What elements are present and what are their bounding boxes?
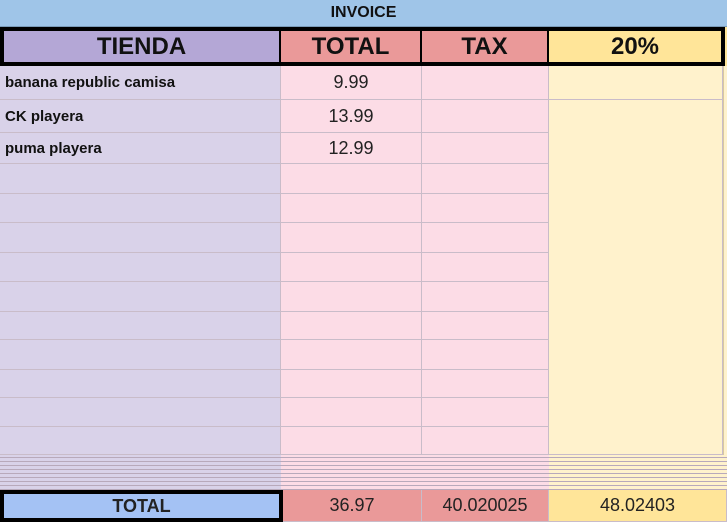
empty-cell[interactable] bbox=[281, 282, 422, 312]
cell-20pct[interactable] bbox=[549, 66, 723, 100]
total-sum[interactable]: 36.97 bbox=[283, 490, 422, 522]
empty-cell[interactable] bbox=[0, 194, 281, 223]
pct-sum[interactable]: 48.02403 bbox=[549, 490, 727, 522]
row-divider bbox=[0, 465, 727, 466]
extra-col bbox=[723, 66, 727, 490]
hidden-rows bbox=[0, 455, 727, 490]
extra-col-header bbox=[725, 27, 727, 66]
empty-cell[interactable] bbox=[0, 253, 281, 282]
row-divider bbox=[0, 489, 727, 490]
header-total[interactable]: TOTAL bbox=[279, 27, 424, 66]
total-label[interactable]: TOTAL bbox=[0, 490, 283, 522]
empty-cell[interactable] bbox=[281, 427, 422, 455]
cell-tax[interactable] bbox=[422, 133, 549, 164]
empty-cell[interactable] bbox=[0, 164, 281, 194]
empty-cell[interactable] bbox=[0, 340, 281, 370]
cell-tienda[interactable]: banana republic camisa bbox=[0, 66, 281, 100]
invoice-title[interactable]: INVOICE bbox=[0, 0, 727, 27]
empty-cell[interactable] bbox=[281, 223, 422, 253]
cell-tienda[interactable]: puma playera bbox=[0, 133, 281, 164]
empty-cell[interactable] bbox=[422, 427, 549, 455]
tax-sum[interactable]: 40.020025 bbox=[422, 490, 549, 522]
row-divider bbox=[0, 457, 727, 458]
empty-cell[interactable] bbox=[281, 164, 422, 194]
empty-cell[interactable] bbox=[281, 194, 422, 223]
row-divider bbox=[0, 461, 727, 462]
row-divider bbox=[0, 477, 727, 478]
empty-cell[interactable] bbox=[422, 398, 549, 427]
empty-cell[interactable] bbox=[0, 312, 281, 340]
row-divider bbox=[0, 485, 727, 486]
empty-cell[interactable] bbox=[422, 223, 549, 253]
cell-tienda[interactable]: CK playera bbox=[0, 100, 281, 133]
cell-total[interactable]: 13.99 bbox=[281, 100, 422, 133]
header-20pct[interactable]: 20% bbox=[547, 27, 725, 66]
empty-cell[interactable] bbox=[422, 312, 549, 340]
cell-total[interactable]: 12.99 bbox=[281, 133, 422, 164]
empty-cell[interactable] bbox=[0, 282, 281, 312]
empty-cell[interactable] bbox=[281, 312, 422, 340]
cell-total[interactable]: 9.99 bbox=[281, 66, 422, 100]
cell-tax[interactable] bbox=[422, 66, 549, 100]
cell-tax[interactable] bbox=[422, 100, 549, 133]
empty-cell[interactable] bbox=[281, 398, 422, 427]
empty-cell[interactable] bbox=[422, 194, 549, 223]
empty-cell[interactable] bbox=[281, 370, 422, 398]
header-tax[interactable]: TAX bbox=[420, 27, 551, 66]
empty-cell[interactable] bbox=[281, 340, 422, 370]
header-tienda[interactable]: TIENDA bbox=[0, 27, 283, 66]
row-divider bbox=[0, 469, 727, 470]
empty-cell[interactable] bbox=[422, 253, 549, 282]
empty-cell[interactable] bbox=[0, 223, 281, 253]
empty-cell[interactable] bbox=[422, 340, 549, 370]
empty-cell[interactable] bbox=[0, 398, 281, 427]
row-divider bbox=[0, 481, 727, 482]
empty-cell[interactable] bbox=[422, 164, 549, 194]
merged-20pct-cell[interactable] bbox=[549, 100, 723, 455]
empty-cell[interactable] bbox=[422, 282, 549, 312]
empty-cell[interactable] bbox=[0, 370, 281, 398]
empty-cell[interactable] bbox=[281, 253, 422, 282]
empty-cell[interactable] bbox=[422, 370, 549, 398]
row-divider bbox=[0, 473, 727, 474]
empty-cell[interactable] bbox=[0, 427, 281, 455]
